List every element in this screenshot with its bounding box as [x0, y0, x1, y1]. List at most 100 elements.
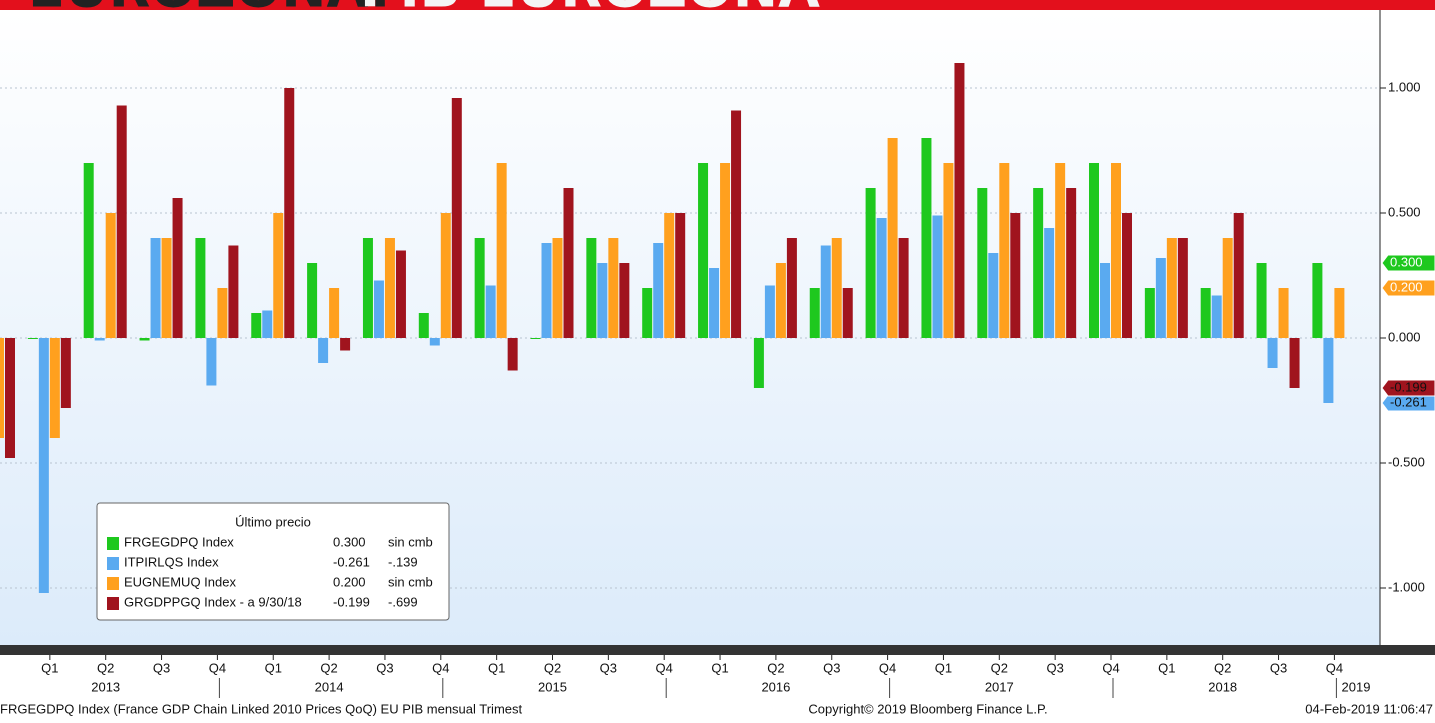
- last-value-tag-label: -0.199: [1390, 379, 1427, 394]
- x-tick-label: Q1: [935, 660, 952, 675]
- legend-change: -.699: [388, 594, 418, 609]
- bar: [172, 198, 183, 338]
- bar: [228, 245, 239, 338]
- x-tick-label: Q1: [711, 660, 728, 675]
- bar: [887, 138, 898, 338]
- bar: [999, 163, 1010, 338]
- x-tick-label: Q1: [488, 660, 505, 675]
- legend-label: EUGNEMUQ Index: [124, 574, 236, 589]
- chart-title: EUROZONA:: [28, 0, 391, 20]
- x-tick-label: Q2: [544, 660, 561, 675]
- legend-change: sin cmb: [388, 534, 433, 549]
- x-tick-label: Q3: [153, 660, 170, 675]
- bar: [60, 338, 71, 408]
- y-tick-label: -0.500: [1388, 454, 1425, 469]
- y-tick-label: 1.000: [1388, 79, 1421, 94]
- bar: [1144, 288, 1155, 338]
- bar: [429, 338, 440, 346]
- plot: [0, 63, 1380, 593]
- bar: [898, 238, 909, 338]
- footer-left: FRGEGDPQ Index (France GDP Chain Linked …: [0, 701, 523, 716]
- bar: [1312, 263, 1323, 338]
- x-tick-label: Q3: [600, 660, 617, 675]
- bar: [474, 238, 485, 338]
- bar: [5, 338, 15, 458]
- bar: [865, 188, 876, 338]
- scrollbar: [0, 645, 1435, 655]
- legend-swatch: [107, 577, 119, 590]
- bar: [1055, 163, 1066, 338]
- bar: [1278, 288, 1289, 338]
- last-value-tag-shape: [1381, 379, 1435, 397]
- chart-subtitle: PIB EUROZONA: [360, 0, 820, 20]
- bar: [809, 288, 820, 338]
- bar: [384, 238, 395, 338]
- legend-swatch: [107, 537, 119, 550]
- x-tick-label: Q3: [1046, 660, 1063, 675]
- bar: [675, 213, 686, 338]
- legend-swatch: [107, 597, 119, 610]
- x-tick-label: Q2: [97, 660, 114, 675]
- x-tick-label: Q3: [376, 660, 393, 675]
- bar: [94, 338, 105, 341]
- bar: [709, 268, 720, 338]
- bar: [1233, 213, 1244, 338]
- bar: [418, 313, 429, 338]
- bar: [1267, 338, 1278, 368]
- x-tick-label: Q4: [656, 660, 673, 675]
- legend-title: Último precio: [235, 514, 311, 529]
- bar: [485, 285, 496, 338]
- legend-box: [96, 502, 450, 621]
- bar: [262, 310, 273, 338]
- bar: [105, 213, 116, 338]
- y-tick-label: -1.000: [1388, 579, 1425, 594]
- legend-swatch: [107, 557, 119, 570]
- x-tick-label: Q4: [1326, 660, 1343, 675]
- bar: [307, 263, 318, 338]
- bar: [775, 263, 786, 338]
- bar: [1089, 163, 1099, 338]
- bar: [1177, 238, 1188, 338]
- bar: [820, 245, 831, 338]
- legend-label: FRGEGDPQ Index: [124, 534, 234, 549]
- bar: [139, 338, 150, 341]
- bar: [284, 88, 295, 338]
- bar: [116, 105, 127, 338]
- bar: [251, 313, 262, 338]
- bar: [318, 338, 329, 363]
- x-tick-label: Q4: [879, 660, 896, 675]
- last-value-tag: 0.300: [1381, 254, 1435, 272]
- bar: [273, 213, 284, 338]
- x-tick-label: Q4: [1102, 660, 1119, 675]
- bar: [161, 238, 172, 338]
- legend-label: GRGDPPGQ Index - a 9/30/18: [124, 594, 302, 609]
- bar: [664, 213, 675, 338]
- x-tick-label: Q4: [432, 660, 449, 675]
- x-tick-label: Q1: [1158, 660, 1175, 675]
- footer-center: Copyright© 2019 Bloomberg Finance L.P.: [808, 701, 1047, 716]
- legend-last: -0.199: [333, 594, 370, 609]
- bar: [1010, 213, 1021, 338]
- bar: [195, 238, 206, 338]
- bar: [988, 253, 999, 338]
- bar: [608, 238, 619, 338]
- last-value-tag-label: 0.200: [1390, 279, 1423, 294]
- bar: [362, 238, 373, 338]
- bar: [1111, 163, 1121, 338]
- bar: [27, 338, 38, 339]
- bar: [831, 238, 842, 338]
- bar: [395, 250, 406, 338]
- legend-label: ITPIRLQS Index: [124, 554, 219, 569]
- legend-last: -0.261: [333, 554, 370, 569]
- bar: [1256, 263, 1267, 338]
- bar: [932, 215, 943, 338]
- bar: [1323, 338, 1334, 403]
- year-label: 2019: [1342, 679, 1371, 694]
- x-tick-label: Q2: [991, 660, 1008, 675]
- bar: [586, 238, 597, 338]
- year-label: 2013: [91, 679, 120, 694]
- bar: [1044, 228, 1055, 338]
- bar: [217, 288, 228, 338]
- bar: [653, 243, 664, 338]
